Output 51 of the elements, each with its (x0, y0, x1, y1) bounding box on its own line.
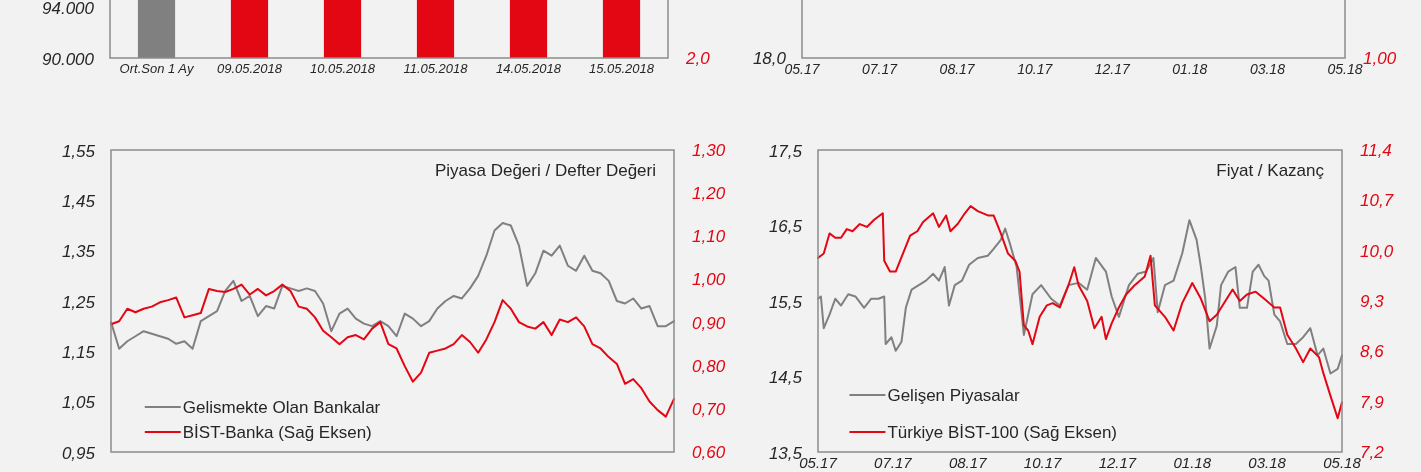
x-tick-label: 07.17 (874, 454, 913, 471)
y2-tick-label: 9,3 (1360, 291, 1385, 311)
x-tick-label: Ort.Son 1 Ay (119, 61, 195, 76)
y2-tick-label: 1,00 (692, 270, 726, 290)
y-tick-label: 0,95 (61, 443, 96, 463)
y-tick-label: 90.000 (42, 49, 95, 69)
text: 2,0 (685, 48, 711, 68)
y2-tick-label: 1,10 (692, 227, 726, 247)
x-tick-label: 01.18 (1173, 454, 1212, 471)
x-tick-label: 10.05.2018 (309, 61, 376, 76)
y2-tick-label: 0,70 (692, 399, 726, 419)
x-tick-label: 05.18 (1323, 454, 1362, 471)
legend-label: Gelismekte Olan Bankalar (182, 397, 381, 417)
y-tick-label: 1,05 (61, 393, 96, 413)
y2-tick-label: 11,4 (1360, 140, 1392, 160)
y-tick-label: 17,5 (768, 141, 803, 161)
x-tick-label: 12.17 (1098, 454, 1137, 471)
y2-tick-label: 10,0 (1360, 241, 1394, 261)
line-series (817, 205, 1343, 420)
x-tick-label: 11.05.2018 (403, 61, 469, 76)
x-tick-label: 08.17 (948, 454, 988, 471)
y-tick-label: 14,5 (768, 368, 803, 388)
y-tick-label: 1,15 (61, 343, 96, 363)
text: 1,00 (1363, 48, 1397, 68)
y-tick-label: 1,35 (61, 242, 96, 262)
y2-tick-label: 8,6 (1360, 342, 1385, 362)
x-tick-label: 14.05.2018 (495, 61, 562, 76)
legend-label: Türkiye BİST-100 (Sağ Eksen) (887, 422, 1118, 442)
y2-tick-label: 1,30 (692, 140, 726, 160)
y2-tick-label: 1,20 (692, 184, 726, 204)
legend-label: Gelişen Piyasalar (887, 385, 1021, 405)
y-tick-label: 1,25 (61, 292, 96, 312)
y2-tick-label: 10,7 (1360, 191, 1394, 211)
y2-tick-label: 7,2 (1360, 442, 1385, 462)
x-tick-label: 10.17 (1023, 454, 1062, 471)
y-tick-label: 1,55 (61, 141, 96, 161)
y-tick-label: 15,5 (768, 292, 803, 312)
y2-tick-label: 0,90 (692, 313, 726, 333)
y2-tick-label: 7,9 (1360, 392, 1385, 412)
y-tick-label: 16,5 (768, 217, 803, 237)
y-tick-label: 94.000 (42, 0, 95, 19)
x-tick-label: 09.05.2018 (216, 61, 283, 76)
x-tick-label: 03.18 (1248, 454, 1287, 471)
text: Piyasa Değeri / Defter Değeri (434, 161, 656, 180)
line-series (110, 283, 675, 418)
legend-label: BİST-Banka (Sağ Eksen) (182, 422, 372, 442)
text: Fiyat / Kazanç (1216, 161, 1325, 180)
y2-tick-label: 0,60 (692, 442, 726, 462)
x-tick-label: 15.05.2018 (588, 61, 655, 76)
y-tick-label: 1,45 (61, 192, 96, 212)
y2-tick-label: 0,80 (692, 356, 726, 376)
